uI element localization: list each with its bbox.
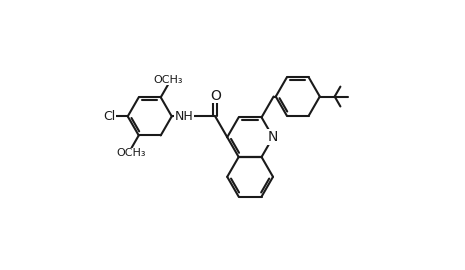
Text: OCH₃: OCH₃ [153,75,183,85]
Text: Cl: Cl [103,110,115,123]
Text: N: N [268,130,278,144]
Text: NH: NH [175,110,193,123]
Text: OCH₃: OCH₃ [117,148,146,158]
Text: O: O [210,89,220,103]
